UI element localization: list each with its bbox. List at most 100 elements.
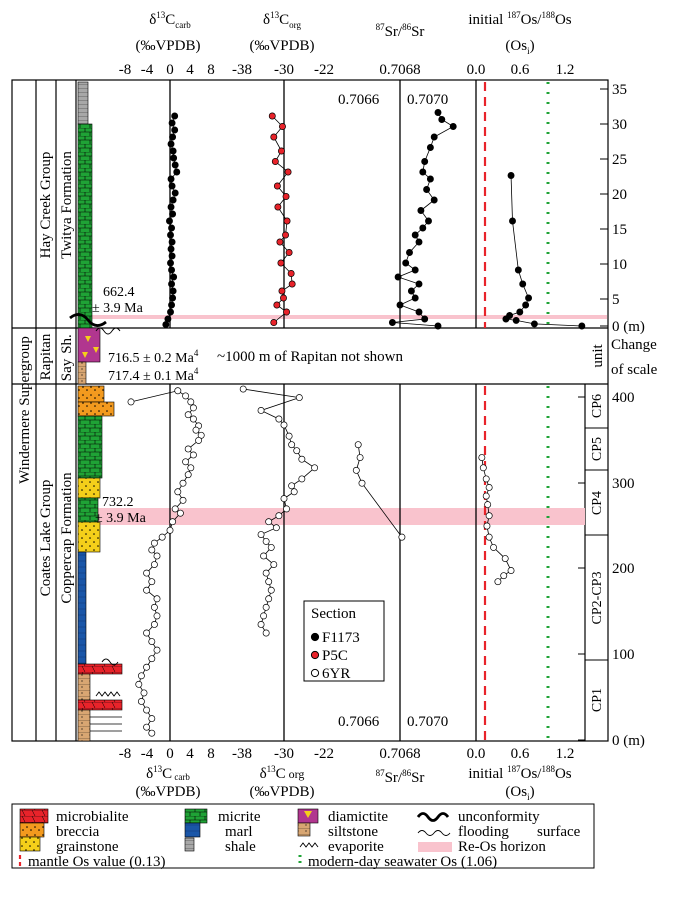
org-tick-label: -22 bbox=[314, 746, 334, 762]
reos-band-upper bbox=[90, 315, 607, 319]
data-point-os-6yr bbox=[482, 492, 490, 500]
height-tick-label: 400 bbox=[612, 390, 635, 406]
data-point-carb-f1173 bbox=[170, 154, 178, 162]
key-label: microbialite bbox=[56, 809, 129, 825]
carb-tick-label: 0 bbox=[166, 746, 174, 762]
data-point-org-p5c bbox=[271, 158, 279, 165]
unit-column: CP6 CP5 CP4 CP2-CP3 CP1 bbox=[585, 394, 608, 712]
org-tick-label: -38 bbox=[232, 746, 252, 762]
data-point-org-6yr bbox=[280, 421, 288, 429]
data-point-org-p5c bbox=[279, 123, 286, 130]
data-point-carb-6yr bbox=[174, 387, 182, 395]
data-point-org-6yr bbox=[265, 578, 273, 586]
data-point-carb-f1173 bbox=[168, 266, 176, 274]
key-swatch-micrite bbox=[184, 808, 208, 824]
data-point-carb-6yr bbox=[148, 638, 156, 646]
data-point-os-6yr bbox=[490, 543, 497, 551]
data-layer bbox=[127, 109, 586, 737]
data-point-carb-f1173 bbox=[167, 231, 174, 239]
data-point-carb-6yr bbox=[150, 603, 158, 611]
formation-upper-label: Twitya Formation bbox=[59, 151, 75, 259]
carb-tick-label: -8 bbox=[119, 746, 132, 762]
os-tick-label: 1.2 bbox=[556, 62, 575, 78]
data-point-carb-f1173 bbox=[167, 259, 174, 267]
lithology-key: microbialite breccia grainstone micrite … bbox=[11, 803, 595, 870]
key-label: breccia bbox=[56, 824, 100, 840]
data-point-sr-f1173 bbox=[407, 287, 415, 295]
group-upper-label: Hay Creek Group bbox=[38, 152, 54, 259]
data-point-org-6yr bbox=[262, 629, 270, 637]
diamictite-clast bbox=[82, 352, 88, 358]
data-point-os-6yr bbox=[485, 484, 493, 491]
data-point-carb-f1173 bbox=[171, 126, 179, 134]
data-point-carb-6yr bbox=[135, 680, 143, 688]
data-point-org-6yr bbox=[267, 586, 275, 594]
org-tick-label: -30 bbox=[274, 746, 294, 762]
data-point-carb-6yr bbox=[137, 672, 145, 680]
key-unconformity-mark bbox=[416, 812, 450, 822]
carb-top-title: δ13Ccarb bbox=[149, 10, 191, 30]
carb-bottom-unit: (‰VPDB) bbox=[135, 784, 200, 800]
figure-frame bbox=[11, 79, 609, 742]
data-point-sr-6yr bbox=[398, 533, 406, 541]
diamictite-unit bbox=[77, 327, 101, 363]
key-swatch-siltstone bbox=[297, 822, 311, 837]
data-point-org-6yr bbox=[239, 385, 247, 393]
data-point-carb-f1173 bbox=[166, 217, 173, 225]
data-point-carb-6yr bbox=[184, 471, 192, 479]
scale-change-label: of scale bbox=[611, 362, 658, 378]
data-point-org-6yr bbox=[298, 455, 306, 463]
sr-inner-label: 0.7070 bbox=[407, 714, 448, 730]
data-point-sr-f1173 bbox=[430, 133, 438, 141]
siltstone-unit bbox=[77, 361, 87, 385]
data-point-carb-6yr bbox=[195, 436, 203, 444]
data-point-sr-f1173 bbox=[415, 308, 423, 316]
data-point-carb-6yr bbox=[184, 445, 192, 453]
carb-tick-label: 8 bbox=[207, 746, 215, 762]
unit-header: unit bbox=[590, 344, 606, 368]
data-point-org-6yr bbox=[257, 531, 265, 539]
key-label: diamictite bbox=[328, 809, 388, 825]
flooding-surface-mark bbox=[101, 658, 119, 666]
key-swatch-marl bbox=[184, 822, 201, 838]
data-point-org-6yr bbox=[298, 475, 306, 483]
height-tick-label: 300 bbox=[612, 476, 635, 492]
formation-lower-label: Coppercap Formation bbox=[59, 472, 75, 604]
data-point-carb-f1173 bbox=[169, 133, 177, 141]
data-point-os-f1173 bbox=[578, 322, 586, 330]
data-point-os-6yr bbox=[500, 572, 508, 580]
legend-marker-p5c bbox=[310, 650, 320, 660]
sr-tick-label: 0.7068 bbox=[379, 746, 420, 762]
data-point-carb-6yr bbox=[143, 723, 151, 731]
data-point-os-6yr bbox=[507, 567, 515, 574]
data-point-sr-f1173 bbox=[415, 280, 423, 288]
data-point-carb-6yr bbox=[150, 561, 158, 568]
data-point-carb-6yr bbox=[143, 663, 151, 671]
data-point-carb-6yr bbox=[153, 595, 161, 603]
height-tick-label: 0 (m) bbox=[612, 733, 645, 749]
data-point-org-p5c bbox=[278, 287, 286, 295]
data-point-org-p5c bbox=[283, 217, 291, 225]
os-top-sub: (Osi) bbox=[505, 38, 534, 56]
data-point-carb-6yr bbox=[187, 464, 195, 472]
data-point-carb-f1173 bbox=[169, 294, 177, 302]
legend-title: Section bbox=[311, 606, 356, 622]
data-point-org-6yr bbox=[262, 603, 270, 611]
data-point-os-f1173 bbox=[516, 308, 524, 316]
sr-inner-label: 0.7066 bbox=[338, 92, 380, 108]
outer-frame bbox=[11, 79, 609, 742]
breccia-unit bbox=[77, 401, 115, 417]
data-point-org-p5c bbox=[273, 182, 281, 190]
legend-marker-6yr bbox=[310, 668, 320, 678]
height-tick-label: 100 bbox=[612, 647, 635, 663]
sr-top-title: 87Sr/86Sr bbox=[376, 22, 425, 40]
data-point-carb-6yr bbox=[189, 451, 197, 459]
data-point-sr-f1173 bbox=[421, 158, 429, 165]
os-tick-label: 0.0 bbox=[467, 62, 486, 78]
data-point-os-6yr bbox=[482, 475, 490, 483]
data-point-os-6yr bbox=[485, 512, 493, 520]
bottom-axis-labels: δ13C carb (‰VPDB) δ13C org (‰VPDB) 87Sr/… bbox=[135, 764, 571, 802]
data-point-carb-f1173 bbox=[171, 189, 179, 197]
data-point-carb-f1173 bbox=[168, 119, 176, 127]
data-point-os-f1173 bbox=[507, 172, 515, 179]
